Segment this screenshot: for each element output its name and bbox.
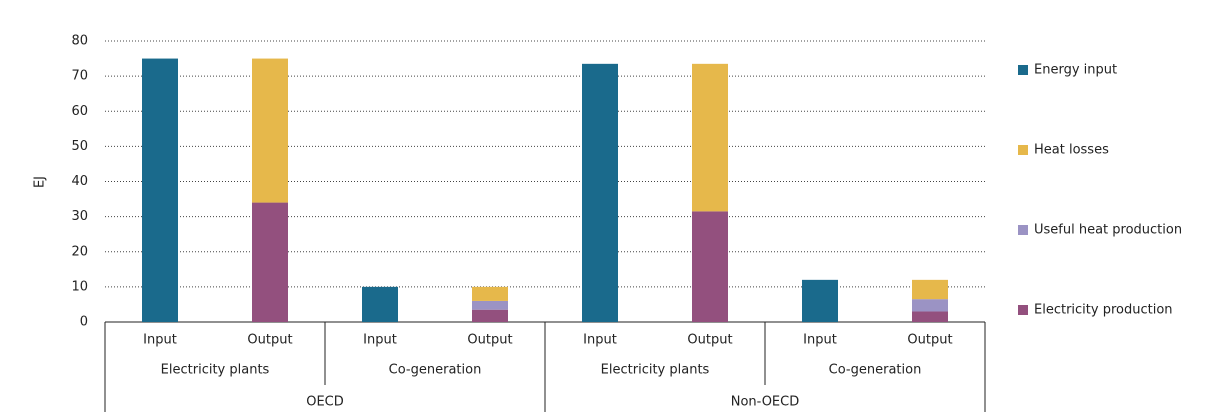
bar-segment: [912, 311, 948, 322]
legend-swatch: [1018, 225, 1028, 235]
legend-swatch: [1018, 305, 1028, 315]
y-axis-label: EJ: [33, 176, 48, 188]
bar-segment: [912, 299, 948, 312]
bar-segment: [252, 202, 288, 322]
legend-label: Energy input: [1034, 63, 1117, 78]
legend-label: Electricity production: [1034, 303, 1173, 318]
legend-label: Useful heat production: [1034, 223, 1182, 238]
y-tick-label: 10: [71, 279, 88, 294]
group-label: OECD: [306, 395, 344, 410]
bar-segment: [692, 63, 728, 212]
x-tick-label: Input: [803, 333, 837, 348]
subgroup-label: Co-generation: [389, 363, 482, 378]
y-tick-label: 70: [71, 69, 88, 84]
x-tick-label: Input: [143, 333, 177, 348]
legend-label: Heat losses: [1034, 143, 1109, 158]
legend-swatch: [1018, 145, 1028, 155]
bar-segment: [472, 300, 508, 310]
bar-segment: [692, 211, 728, 322]
group-label: Non-OECD: [731, 395, 800, 410]
subgroup-label: Electricity plants: [161, 363, 270, 378]
x-tick-label: Output: [467, 333, 512, 348]
subgroup-label: Co-generation: [829, 363, 922, 378]
bar-segment: [802, 279, 838, 322]
bar-segment: [142, 58, 178, 322]
y-tick-label: 0: [80, 315, 88, 330]
y-tick-label: 30: [71, 209, 88, 224]
x-tick-label: Output: [687, 333, 732, 348]
y-tick-label: 40: [71, 174, 88, 189]
bar-segment: [252, 58, 288, 203]
x-tick-label: Output: [247, 333, 292, 348]
bar-segment: [472, 309, 508, 322]
subgroup-label: Electricity plants: [601, 363, 710, 378]
bar-segment: [912, 279, 948, 300]
x-tick-label: Input: [583, 333, 617, 348]
y-tick-label: 80: [71, 34, 88, 49]
bar-segment: [472, 286, 508, 301]
x-tick-label: Output: [907, 333, 952, 348]
x-tick-label: Input: [363, 333, 397, 348]
bar-segment: [582, 63, 618, 323]
y-tick-label: 50: [71, 139, 88, 154]
bar-segment: [362, 286, 398, 322]
y-tick-label: 20: [71, 244, 88, 259]
legend-swatch: [1018, 65, 1028, 75]
y-tick-label: 60: [71, 104, 88, 119]
